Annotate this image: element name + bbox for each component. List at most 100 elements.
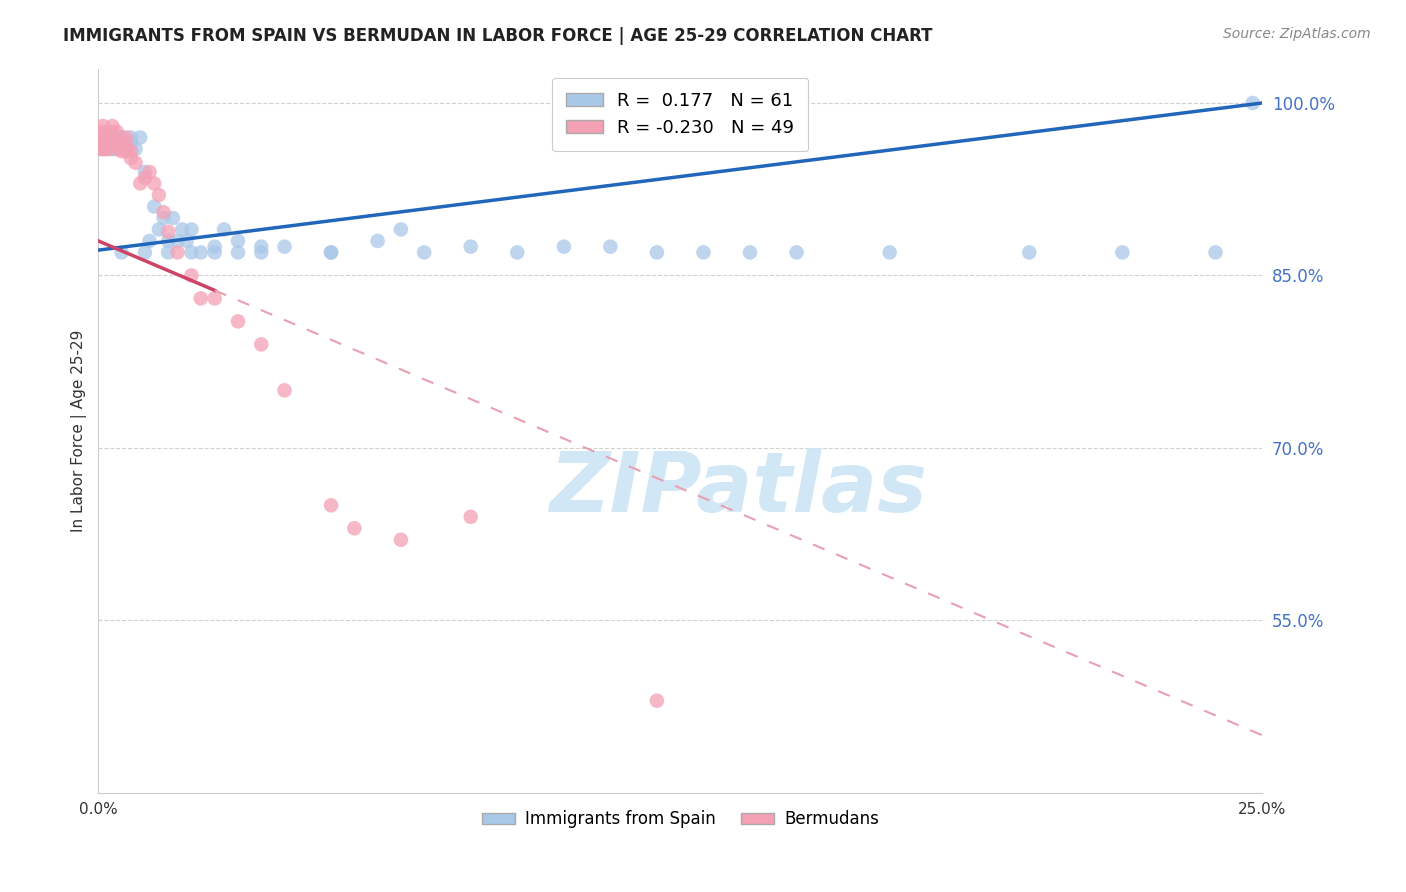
Point — [460, 240, 482, 254]
Point — [166, 234, 188, 248]
Point — [157, 245, 180, 260]
Point — [105, 136, 128, 151]
Point — [148, 188, 170, 202]
Point — [120, 136, 142, 151]
Point — [553, 240, 575, 254]
Point — [94, 130, 117, 145]
Point — [152, 211, 174, 225]
Point — [645, 245, 668, 260]
Point — [319, 498, 342, 512]
Point — [115, 136, 138, 151]
Point — [115, 138, 138, 153]
Point — [157, 234, 180, 248]
Point — [120, 145, 142, 159]
Point — [101, 142, 124, 156]
Point — [157, 225, 180, 239]
Point — [91, 142, 114, 156]
Point — [105, 142, 128, 156]
Point — [389, 533, 412, 547]
Point — [367, 234, 389, 248]
Point — [105, 136, 128, 151]
Point — [91, 142, 114, 156]
Point — [879, 245, 901, 260]
Point — [176, 234, 198, 248]
Point — [101, 125, 124, 139]
Point — [91, 136, 114, 151]
Point — [1018, 245, 1040, 260]
Point — [143, 177, 166, 191]
Point — [343, 521, 366, 535]
Point — [111, 133, 134, 147]
Point — [389, 222, 412, 236]
Point — [180, 245, 202, 260]
Point — [101, 142, 124, 156]
Point — [460, 509, 482, 524]
Point — [190, 292, 212, 306]
Point — [180, 222, 202, 236]
Point — [90, 142, 112, 156]
Point — [115, 142, 138, 156]
Point — [115, 145, 138, 159]
Point — [101, 136, 124, 151]
Point — [250, 337, 273, 351]
Point — [319, 245, 342, 260]
Point — [1111, 245, 1133, 260]
Point — [250, 240, 273, 254]
Point — [273, 240, 295, 254]
Point — [180, 268, 202, 283]
Point — [111, 245, 134, 260]
Text: ZIPatlas: ZIPatlas — [550, 448, 928, 529]
Point — [204, 240, 226, 254]
Point — [97, 136, 120, 151]
Point — [319, 245, 342, 260]
Point — [138, 165, 160, 179]
Point — [152, 205, 174, 219]
Point — [111, 139, 134, 153]
Point — [101, 130, 124, 145]
Point — [148, 222, 170, 236]
Point — [413, 245, 436, 260]
Point — [226, 234, 249, 248]
Point — [120, 151, 142, 165]
Point — [124, 142, 146, 156]
Y-axis label: In Labor Force | Age 25-29: In Labor Force | Age 25-29 — [72, 329, 87, 532]
Text: IMMIGRANTS FROM SPAIN VS BERMUDAN IN LABOR FORCE | AGE 25-29 CORRELATION CHART: IMMIGRANTS FROM SPAIN VS BERMUDAN IN LAB… — [63, 27, 932, 45]
Point — [97, 142, 120, 156]
Point — [134, 170, 156, 185]
Point — [91, 125, 114, 139]
Point — [129, 177, 152, 191]
Point — [172, 222, 194, 236]
Point — [786, 245, 808, 260]
Point — [115, 130, 138, 145]
Point — [138, 234, 160, 248]
Point — [212, 222, 235, 236]
Point — [506, 245, 529, 260]
Point — [91, 130, 114, 145]
Point — [91, 119, 114, 133]
Point — [599, 240, 621, 254]
Point — [1205, 245, 1227, 260]
Point — [97, 130, 120, 145]
Point — [91, 130, 114, 145]
Point — [134, 245, 156, 260]
Point — [204, 245, 226, 260]
Point — [190, 245, 212, 260]
Point — [94, 142, 117, 156]
Point — [90, 130, 112, 145]
Point — [111, 130, 134, 145]
Point — [97, 142, 120, 156]
Point — [143, 199, 166, 213]
Point — [111, 145, 134, 159]
Point — [97, 136, 120, 151]
Point — [250, 245, 273, 260]
Point — [129, 130, 152, 145]
Point — [97, 125, 120, 139]
Point — [273, 384, 295, 398]
Point — [101, 119, 124, 133]
Point — [111, 142, 134, 156]
Point — [738, 245, 761, 260]
Point — [97, 130, 120, 145]
Point — [97, 130, 120, 145]
Point — [111, 130, 134, 145]
Point — [124, 155, 146, 169]
